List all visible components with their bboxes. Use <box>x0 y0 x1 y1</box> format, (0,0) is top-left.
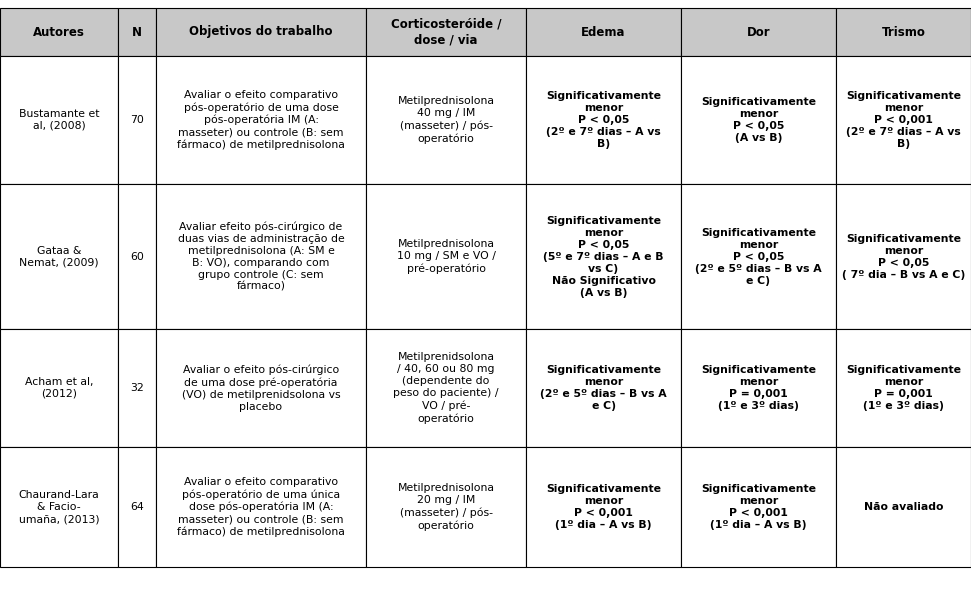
Bar <box>366 56 526 184</box>
Bar <box>681 56 836 184</box>
Bar <box>0 56 118 184</box>
Bar <box>526 56 681 184</box>
Bar <box>836 447 971 567</box>
Text: Autores: Autores <box>33 25 84 39</box>
Text: N: N <box>132 25 142 39</box>
Bar <box>0 329 118 447</box>
Text: Não avaliado: Não avaliado <box>864 502 943 512</box>
Text: Edema: Edema <box>582 25 625 39</box>
Text: Metilprenidsolona
/ 40, 60 ou 80 mg
(dependente do
peso do paciente) /
VO / pré-: Metilprenidsolona / 40, 60 ou 80 mg (dep… <box>393 352 499 424</box>
Text: Significativamente
menor
P < 0,05
(A vs B): Significativamente menor P < 0,05 (A vs … <box>701 97 816 143</box>
Bar <box>526 447 681 567</box>
Text: Gataa &
Nemat, (2009): Gataa & Nemat, (2009) <box>19 245 99 268</box>
Bar <box>156 447 366 567</box>
Text: Avaliar o efeito pós-cirúrgico
de uma dose pré-operatória
(VO) de metilprenidsol: Avaliar o efeito pós-cirúrgico de uma do… <box>182 365 340 411</box>
Text: Avaliar efeito pós-cirúrgico de
duas vias de administração de
metilprednisolona : Avaliar efeito pós-cirúrgico de duas via… <box>178 221 345 292</box>
Text: Significativamente
menor
P < 0,001
(2º e 7º dias – A vs
B): Significativamente menor P < 0,001 (2º e… <box>846 91 961 149</box>
Bar <box>156 184 366 329</box>
Bar <box>366 8 526 56</box>
Text: Bustamante et
al, (2008): Bustamante et al, (2008) <box>18 109 99 131</box>
Text: Metilprednisolona
40 mg / IM
(masseter) / pós-
operatório: Metilprednisolona 40 mg / IM (masseter) … <box>397 97 494 144</box>
Text: 60: 60 <box>130 252 144 261</box>
Text: 64: 64 <box>130 502 144 512</box>
Text: Significativamente
menor
P < 0,05
(5º e 7º dias – A e B
vs C)
Não Significativo
: Significativamente menor P < 0,05 (5º e … <box>543 215 664 298</box>
Bar <box>526 184 681 329</box>
Text: Dor: Dor <box>747 25 770 39</box>
Bar <box>836 8 971 56</box>
Text: Significativamente
menor
P = 0,001
(1º e 3º dias): Significativamente menor P = 0,001 (1º e… <box>846 365 961 411</box>
Bar <box>118 184 156 329</box>
Bar <box>366 447 526 567</box>
Text: Trismo: Trismo <box>882 25 925 39</box>
Text: Significativamente
menor
P < 0,05
(2º e 5º dias – B vs A
e C): Significativamente menor P < 0,05 (2º e … <box>695 228 821 285</box>
Text: Avaliar o efeito comparativo
pós-operatório de uma única
dose pós-operatória IM : Avaliar o efeito comparativo pós-operató… <box>177 477 345 537</box>
Text: Acham et al,
(2012): Acham et al, (2012) <box>24 377 93 399</box>
Bar <box>156 329 366 447</box>
Text: Significativamente
menor
P < 0,05
( 7º dia – B vs A e C): Significativamente menor P < 0,05 ( 7º d… <box>842 234 965 279</box>
Bar <box>156 8 366 56</box>
Bar <box>118 329 156 447</box>
Bar <box>681 184 836 329</box>
Bar <box>118 56 156 184</box>
Bar <box>836 329 971 447</box>
Text: Chaurand-Lara
& Facio-
umaña, (2013): Chaurand-Lara & Facio- umaña, (2013) <box>18 490 99 524</box>
Bar <box>836 184 971 329</box>
Text: Significativamente
menor
P < 0,05
(2º e 7º dias – A vs
B): Significativamente menor P < 0,05 (2º e … <box>546 91 661 149</box>
Text: 32: 32 <box>130 383 144 393</box>
Bar <box>681 447 836 567</box>
Bar <box>0 8 118 56</box>
Text: Significativamente
menor
P < 0,001
(1º dia – A vs B): Significativamente menor P < 0,001 (1º d… <box>546 484 661 530</box>
Text: Significativamente
menor
P < 0,001
(1º dia – A vs B): Significativamente menor P < 0,001 (1º d… <box>701 484 816 530</box>
Text: Significativamente
menor
(2º e 5º dias – B vs A
e C): Significativamente menor (2º e 5º dias –… <box>540 365 667 411</box>
Text: Corticosteróide /
dose / via: Corticosteróide / dose / via <box>390 18 501 46</box>
Bar <box>0 447 118 567</box>
Bar <box>156 56 366 184</box>
Bar <box>366 184 526 329</box>
Bar <box>366 329 526 447</box>
Bar <box>681 329 836 447</box>
Bar <box>836 56 971 184</box>
Bar <box>526 8 681 56</box>
Bar <box>681 8 836 56</box>
Bar <box>118 8 156 56</box>
Text: Metilprednisolona
20 mg / IM
(masseter) / pós-
operatório: Metilprednisolona 20 mg / IM (masseter) … <box>397 483 494 531</box>
Bar <box>526 329 681 447</box>
Bar <box>0 184 118 329</box>
Text: Metilprednisolona
10 mg / SM e VO /
pré-operatório: Metilprednisolona 10 mg / SM e VO / pré-… <box>396 239 495 274</box>
Text: Significativamente
menor
P = 0,001
(1º e 3º dias): Significativamente menor P = 0,001 (1º e… <box>701 365 816 411</box>
Text: Objetivos do trabalho: Objetivos do trabalho <box>189 25 333 39</box>
Text: Avaliar o efeito comparativo
pós-operatório de uma dose
pós-operatória IM (A:
ma: Avaliar o efeito comparativo pós-operató… <box>177 90 345 150</box>
Bar <box>118 447 156 567</box>
Text: 70: 70 <box>130 115 144 125</box>
